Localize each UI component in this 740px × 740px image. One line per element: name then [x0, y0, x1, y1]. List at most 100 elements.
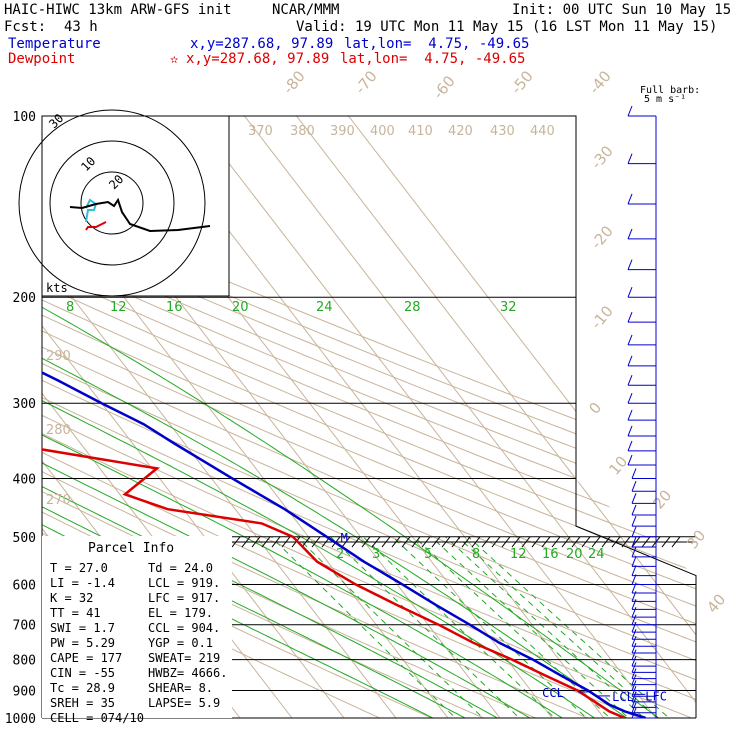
moist-adiabat-line: [42, 296, 552, 718]
dry-adiabat-line: [42, 116, 696, 718]
pressure-label: 200: [13, 291, 36, 306]
moist-adiabat-line: [42, 296, 677, 718]
wind-barb-flag: [631, 655, 637, 667]
mixing-ratio-label: 12: [110, 300, 127, 315]
theta-label: 390: [330, 124, 355, 139]
hatch-mark: [271, 536, 281, 548]
hatch-mark: [611, 536, 621, 548]
pressure-label: 700: [13, 619, 36, 634]
dry-adiabat-line: [42, 116, 696, 718]
wind-barb-flag: [631, 691, 637, 703]
hatch-mark: [391, 536, 401, 548]
hodograph-trace: [69, 197, 211, 233]
wind-barb-flag: [627, 440, 633, 452]
dry-adiabat-line: [42, 116, 696, 718]
dry-adiabat-line: [42, 116, 696, 718]
moist-adiabat-lines: [42, 296, 677, 718]
mixing-ratio-label: 24: [588, 547, 605, 562]
mixing-ratio-label: 12: [510, 547, 527, 562]
pressure-label: 800: [13, 654, 36, 669]
hatch-mark: [531, 536, 541, 548]
wind-barb-flag: [631, 606, 637, 618]
moist-adiabat-line: [42, 296, 583, 718]
wind-barb-flag: [631, 680, 637, 691]
hatch-mark: [261, 536, 271, 548]
hatch-mark: [441, 536, 451, 548]
parcel-value-right: YGP = 0.1: [148, 636, 213, 650]
isotherm-label: -60: [429, 72, 459, 102]
wind-barb-flag: [631, 565, 637, 576]
wind-barb-flag: [631, 582, 637, 594]
level-label-ccl: CCL: [542, 686, 564, 700]
parcel-value-right: LCL = 919.: [148, 576, 220, 590]
hatch-mark: [501, 536, 511, 548]
moist-adiabat-line: [42, 296, 521, 718]
pressure-label: 1000: [5, 712, 36, 727]
forecast-label: Fcst:: [4, 19, 47, 35]
temperature-legend-label: Temperature: [8, 36, 101, 52]
wind-barb-flag: [627, 259, 633, 270]
wind-barb-flag: [631, 662, 637, 673]
isotherm-label: 0: [585, 399, 605, 418]
parcel-value-left: TT = 41: [50, 606, 101, 620]
isotherm-label: 10: [605, 452, 631, 478]
wind-barb-flag: [627, 105, 633, 117]
pressure-label: 900: [13, 684, 36, 699]
wind-barb-flag: [631, 591, 637, 602]
hatch-mark: [341, 536, 351, 548]
parcel-value-left: LI = -1.4: [50, 576, 115, 590]
isotherm-line: [296, 116, 696, 718]
dry-adiabat-line: [42, 116, 696, 718]
wind-barb-flag: [631, 702, 637, 713]
hodograph-trace-low-cyan: [85, 198, 98, 223]
isotherm-label: 30: [683, 526, 709, 552]
theta-label: 280: [46, 423, 71, 438]
hodograph-trace-low-red: [85, 221, 107, 231]
mixing-ratio-label: 32: [500, 300, 517, 315]
hatch-mark: [301, 536, 311, 548]
hatch-mark: [241, 536, 251, 548]
wind-barb-flag: [627, 425, 633, 437]
mixing-ratio-line: [296, 536, 497, 718]
dry-adiabat-line: [42, 116, 696, 718]
wind-barb-flag: [631, 599, 637, 610]
wind-barb-flag: [627, 228, 633, 240]
theta-label: 440: [530, 124, 555, 139]
theta-label: 270: [46, 493, 71, 508]
isotherm-label: 40: [703, 590, 729, 616]
dry-adiabat-line: [42, 116, 619, 718]
mixing-ratio-label: 16: [166, 300, 183, 315]
wind-barb-flag: [627, 334, 633, 346]
hatch-mark: [371, 536, 381, 548]
hatch-mark: [481, 536, 491, 548]
init-time: Init: 00 UTC Sun 10 May 15: [512, 2, 732, 18]
dewpoint-coords: x,y=287.68, 97.89: [186, 51, 330, 67]
model-title: HAIC-HIWC 13km ARW-GFS init: [4, 2, 232, 18]
mixing-ratio-label: 2: [336, 547, 344, 562]
wind-barb-flag: [631, 526, 637, 537]
hatch-mark: [281, 536, 291, 548]
wind-barb-flag: [631, 556, 637, 567]
parcel-value-left: CAPE = 177: [50, 651, 122, 665]
isotherm-line: [42, 116, 397, 718]
wind-barb-flag: [631, 686, 637, 697]
dry-adiabat-line: [42, 116, 696, 718]
hatch-mark: [431, 536, 441, 548]
pressure-label: 500: [13, 531, 36, 546]
pressure-label: 100: [13, 110, 36, 125]
isotherm-line: [348, 116, 696, 718]
isotherm-label: -80: [279, 67, 309, 97]
hatch-mark: [491, 536, 501, 548]
wind-barb-flag: [627, 409, 633, 421]
parcel-value-right: EL = 179.: [148, 606, 213, 620]
wind-barb-flag: [631, 649, 637, 660]
theta-label: 420: [448, 124, 473, 139]
temperature-profile-line: [42, 116, 646, 718]
barb-caption-line2: 5 m s⁻¹: [644, 94, 687, 105]
mixing-ratio-label: 20: [232, 300, 249, 315]
isotherm-label: -50: [507, 67, 537, 97]
wind-barb-flag: [627, 355, 633, 366]
wind-barb-flag: [631, 642, 637, 654]
forecast-hour: 43 h: [64, 19, 98, 35]
hatch-mark: [591, 536, 601, 548]
